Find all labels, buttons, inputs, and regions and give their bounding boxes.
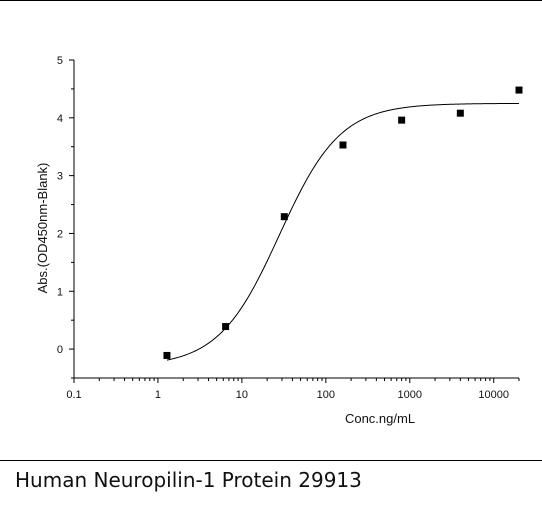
data-point: [398, 116, 406, 124]
data-point: [222, 323, 230, 331]
top-border-line: [0, 0, 542, 1]
data-point: [339, 141, 347, 149]
y-tick-label: 1: [57, 286, 63, 298]
y-axis-label: Abs.(OD450nm-Blank): [35, 163, 50, 294]
x-axis-label: Conc.ng/mL: [345, 411, 415, 426]
dose-response-chart: 0 1 2 3 4 5 0.1 1 10 100 1000 10000 Conc.ng/mL Abs.…: [35, 55, 523, 426]
data-point: [280, 213, 288, 221]
caption-divider: [0, 460, 542, 461]
y-tick-label: 2: [57, 228, 63, 240]
data-point: [456, 109, 464, 117]
y-tick-label: 5: [57, 55, 63, 67]
y-tick-label: 4: [57, 113, 63, 125]
data-point: [163, 351, 171, 359]
data-points: [163, 86, 523, 359]
x-tick-label: 1: [155, 389, 161, 401]
x-tick-label: 1000: [398, 389, 422, 401]
x-tick-label: 10000: [478, 389, 509, 401]
axes: 0 1 2 3 4 5 0.1 1 10 100 1000 10000: [57, 55, 520, 401]
chart-area: 0 1 2 3 4 5 0.1 1 10 100 1000 10000 Conc.ng/mL Abs.…: [35, 55, 523, 426]
x-tick-label: 100: [317, 389, 335, 401]
y-tick-label: 3: [57, 171, 63, 183]
x-tick-label: 0.1: [66, 389, 81, 401]
figure-caption: Human Neuropilin-1 Protein 29913: [15, 468, 362, 492]
y-tick-label: 0: [57, 344, 63, 356]
x-tick-label: 10: [236, 389, 248, 401]
data-point: [515, 86, 523, 94]
